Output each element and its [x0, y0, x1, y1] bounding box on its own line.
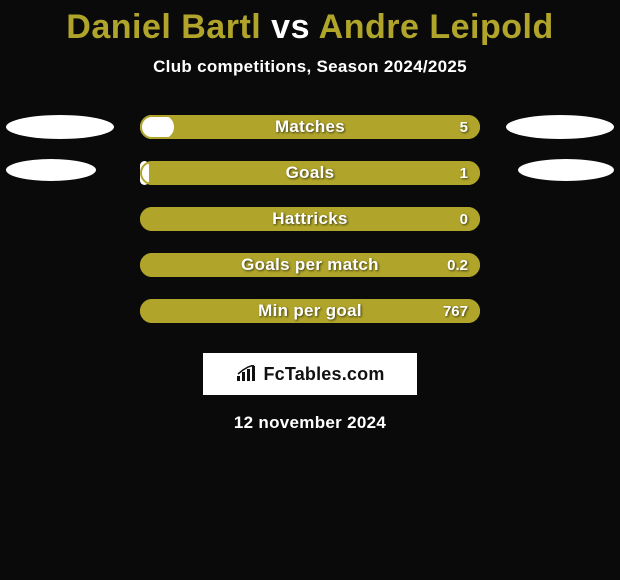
- bar-fill-left: [140, 161, 149, 185]
- title-player2: Andre Leipold: [319, 8, 554, 46]
- page-root: Daniel Bartl vs Andre Leipold Club compe…: [0, 0, 620, 580]
- bar-fill-left: [140, 115, 174, 139]
- page-title: Daniel Bartl vs Andre Leipold: [66, 8, 553, 47]
- chart-area: Matches5 Goals1 Hattricks0 Goals per match0…: [0, 115, 620, 323]
- left-ellipses-col: [6, 115, 126, 235]
- right-ellipses-col: [494, 115, 614, 235]
- logo-text: FcTables.com: [263, 364, 384, 385]
- stat-bar: Goals1: [140, 161, 480, 185]
- bar-fill-right: [140, 207, 480, 231]
- decorative-ellipse: [6, 159, 96, 181]
- stat-bar: Hattricks0: [140, 207, 480, 231]
- decorative-ellipse: [518, 159, 614, 181]
- bars-column: Matches5 Goals1 Hattricks0 Goals per match0…: [140, 115, 480, 323]
- stat-bar: Min per goal767: [140, 299, 480, 323]
- bar-fill-right: [140, 253, 480, 277]
- barchart-icon: [235, 365, 257, 383]
- bar-fill-right: [140, 161, 480, 185]
- stat-bar: Goals per match0.2: [140, 253, 480, 277]
- bar-fill-right: [140, 299, 480, 323]
- decorative-ellipse: [6, 115, 114, 139]
- subtitle: Club competitions, Season 2024/2025: [153, 57, 467, 77]
- bar-fill-right: [140, 115, 480, 139]
- title-player1: Daniel Bartl: [66, 8, 261, 46]
- stat-bar: Matches5: [140, 115, 480, 139]
- date-line: 12 november 2024: [234, 413, 386, 433]
- decorative-ellipse: [506, 115, 614, 139]
- logo-box: FcTables.com: [203, 353, 417, 395]
- title-vs: vs: [261, 8, 318, 46]
